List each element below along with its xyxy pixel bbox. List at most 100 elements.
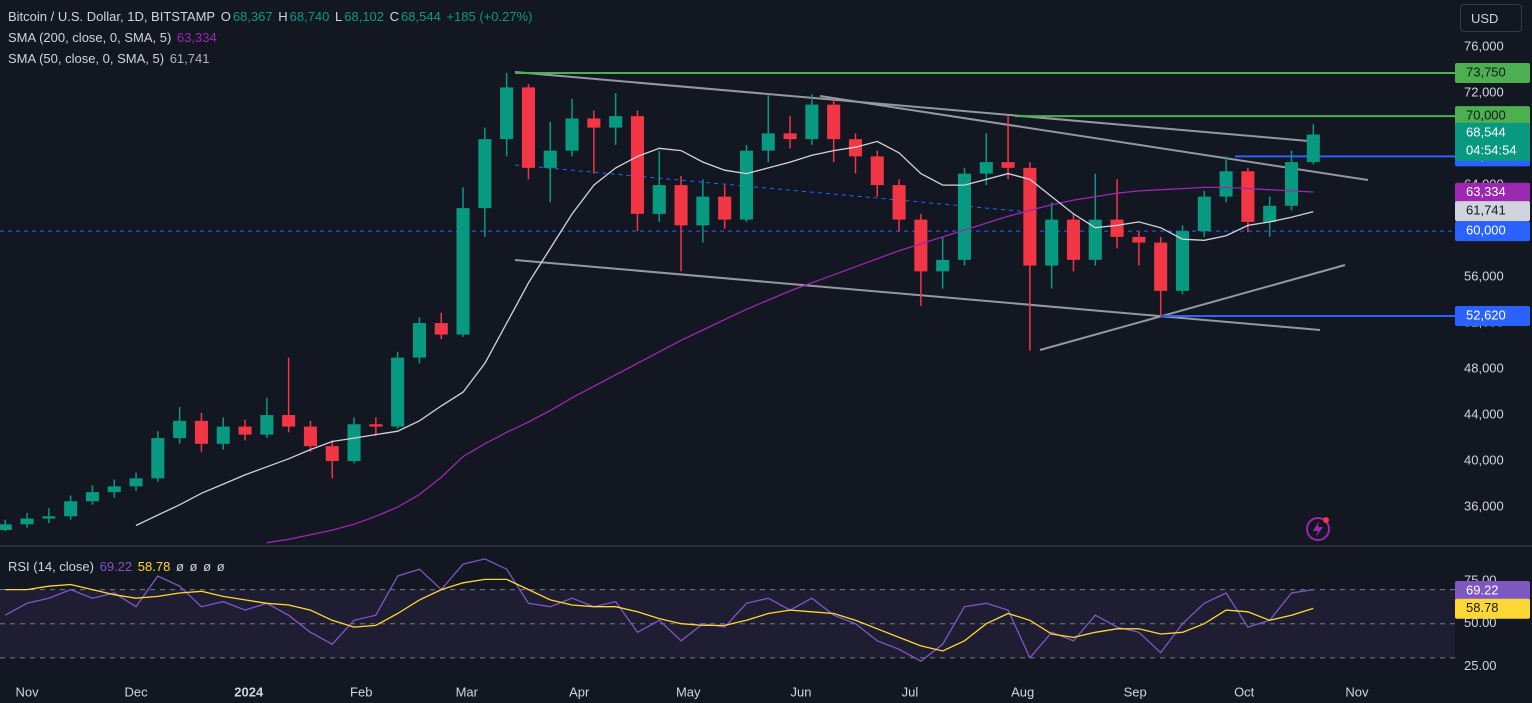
candle-body bbox=[674, 185, 688, 226]
quote-value: 68,367 bbox=[232, 9, 273, 24]
candle-body bbox=[20, 518, 34, 525]
y-tick-label: 76,000 bbox=[1464, 39, 1504, 54]
candle-body bbox=[1219, 171, 1233, 197]
candle-body bbox=[870, 156, 884, 186]
quote-value: 68,740 bbox=[289, 9, 330, 24]
candle-body bbox=[936, 259, 950, 272]
price-badge-label: 58.78 bbox=[1466, 600, 1499, 615]
candle-body bbox=[500, 87, 514, 140]
y-tick-label: 56,000 bbox=[1464, 269, 1504, 284]
candle-body bbox=[1045, 219, 1059, 266]
x-tick-label: Mar bbox=[456, 684, 479, 699]
candle-body bbox=[391, 357, 405, 427]
quote-value: 68,544 bbox=[401, 9, 441, 24]
candle-body bbox=[1001, 162, 1015, 168]
y-tick-label: 44,000 bbox=[1464, 407, 1504, 422]
x-tick-label: Nov bbox=[1345, 684, 1369, 699]
candle-body bbox=[1241, 171, 1255, 222]
candle-body bbox=[1154, 242, 1168, 291]
candle-body bbox=[260, 415, 274, 435]
price-badge-label: 61,741 bbox=[1466, 203, 1506, 218]
trendline bbox=[514, 259, 1321, 331]
trendline bbox=[1039, 264, 1346, 351]
sma-line bbox=[266, 186, 1314, 544]
empty-value: ø bbox=[203, 559, 212, 574]
candle-body bbox=[783, 133, 797, 140]
candle-body bbox=[434, 323, 448, 335]
last-price-label: 68,544 bbox=[1466, 124, 1506, 139]
price-badge-label: 69.22 bbox=[1466, 582, 1499, 597]
x-tick-label: Dec bbox=[124, 684, 148, 699]
price-badge bbox=[1455, 106, 1530, 127]
price-badge bbox=[1455, 221, 1530, 242]
price-badge bbox=[1455, 305, 1530, 326]
candle-body bbox=[194, 420, 208, 444]
sma200-legend: SMA (200, close, 0, SMA, 5) 63,334 bbox=[8, 30, 219, 45]
trendline bbox=[819, 95, 1369, 181]
change: +185 (+0.27%) bbox=[446, 9, 533, 24]
quote-label: H bbox=[278, 9, 288, 24]
currency-button[interactable]: USD bbox=[1460, 4, 1522, 32]
candle-body bbox=[456, 208, 470, 335]
candle-body bbox=[1197, 196, 1211, 232]
candle-body bbox=[412, 323, 426, 358]
candle-body bbox=[303, 426, 317, 447]
y-tick-label: 48,000 bbox=[1464, 361, 1504, 376]
x-tick-label: Oct bbox=[1234, 684, 1255, 699]
last-price-badge bbox=[1455, 122, 1530, 161]
empty-value: ø bbox=[216, 559, 225, 574]
y-tick-label: 40,000 bbox=[1464, 453, 1504, 468]
candle-body bbox=[107, 486, 121, 493]
candle-body bbox=[565, 118, 579, 151]
candle-body bbox=[1110, 219, 1124, 237]
price-badge-label: 63,334 bbox=[1466, 184, 1506, 199]
candle-body bbox=[478, 139, 492, 209]
candle-body bbox=[1263, 205, 1277, 222]
price-badge-label: 60,000 bbox=[1466, 223, 1506, 238]
quote-label: O bbox=[220, 9, 231, 24]
y-tick-label: 36,000 bbox=[1464, 498, 1504, 513]
price-badge bbox=[1455, 182, 1530, 203]
candle-body bbox=[129, 478, 143, 487]
legend-value: 61,741 bbox=[169, 51, 210, 66]
candle-body bbox=[282, 415, 296, 427]
candle-body bbox=[543, 150, 557, 168]
candle-body bbox=[1088, 219, 1102, 260]
x-tick-label: Nov bbox=[15, 684, 39, 699]
candle-body bbox=[521, 87, 535, 168]
x-tick-label: 2024 bbox=[234, 684, 264, 699]
x-tick-label: Jul bbox=[902, 684, 919, 699]
candle-body bbox=[1066, 219, 1081, 260]
candle-body bbox=[347, 424, 361, 462]
candle-body bbox=[718, 196, 732, 220]
sma-line bbox=[135, 140, 1314, 527]
empty-value: ø bbox=[189, 559, 198, 574]
x-tick-label: Apr bbox=[569, 684, 590, 699]
candle-body bbox=[892, 185, 906, 220]
candle-body bbox=[609, 116, 623, 128]
price-badge bbox=[1455, 580, 1530, 601]
price-badge bbox=[1455, 201, 1530, 222]
x-tick-label: Jun bbox=[790, 684, 811, 699]
y-tick-label: 72,000 bbox=[1464, 85, 1504, 100]
quote-label: C bbox=[389, 9, 400, 24]
quote-label: L bbox=[335, 9, 343, 24]
x-tick-label: Feb bbox=[350, 684, 372, 699]
candle-body bbox=[979, 162, 993, 174]
legend-value: 58.78 bbox=[137, 559, 171, 574]
sma50-legend: SMA (50, close, 0, SMA, 5) 61,741 bbox=[8, 51, 211, 66]
symbol-title: Bitcoin / U.S. Dollar, 1D, BITSTAMP bbox=[8, 9, 216, 24]
y-tick-label: 50.00 bbox=[1464, 615, 1497, 630]
rsi-line bbox=[4, 558, 1314, 662]
candle-body bbox=[739, 150, 754, 220]
candle-body bbox=[369, 424, 383, 427]
price-badge-label: 52,620 bbox=[1466, 307, 1506, 322]
price-badge-label: 73,750 bbox=[1466, 64, 1506, 79]
candle-body bbox=[652, 185, 666, 214]
legend-value: 63,334 bbox=[176, 30, 217, 45]
price-badge-label: 70,000 bbox=[1466, 108, 1506, 123]
candle-body bbox=[325, 446, 339, 462]
flash-icon bbox=[1306, 517, 1330, 541]
candle-body bbox=[1306, 134, 1320, 163]
